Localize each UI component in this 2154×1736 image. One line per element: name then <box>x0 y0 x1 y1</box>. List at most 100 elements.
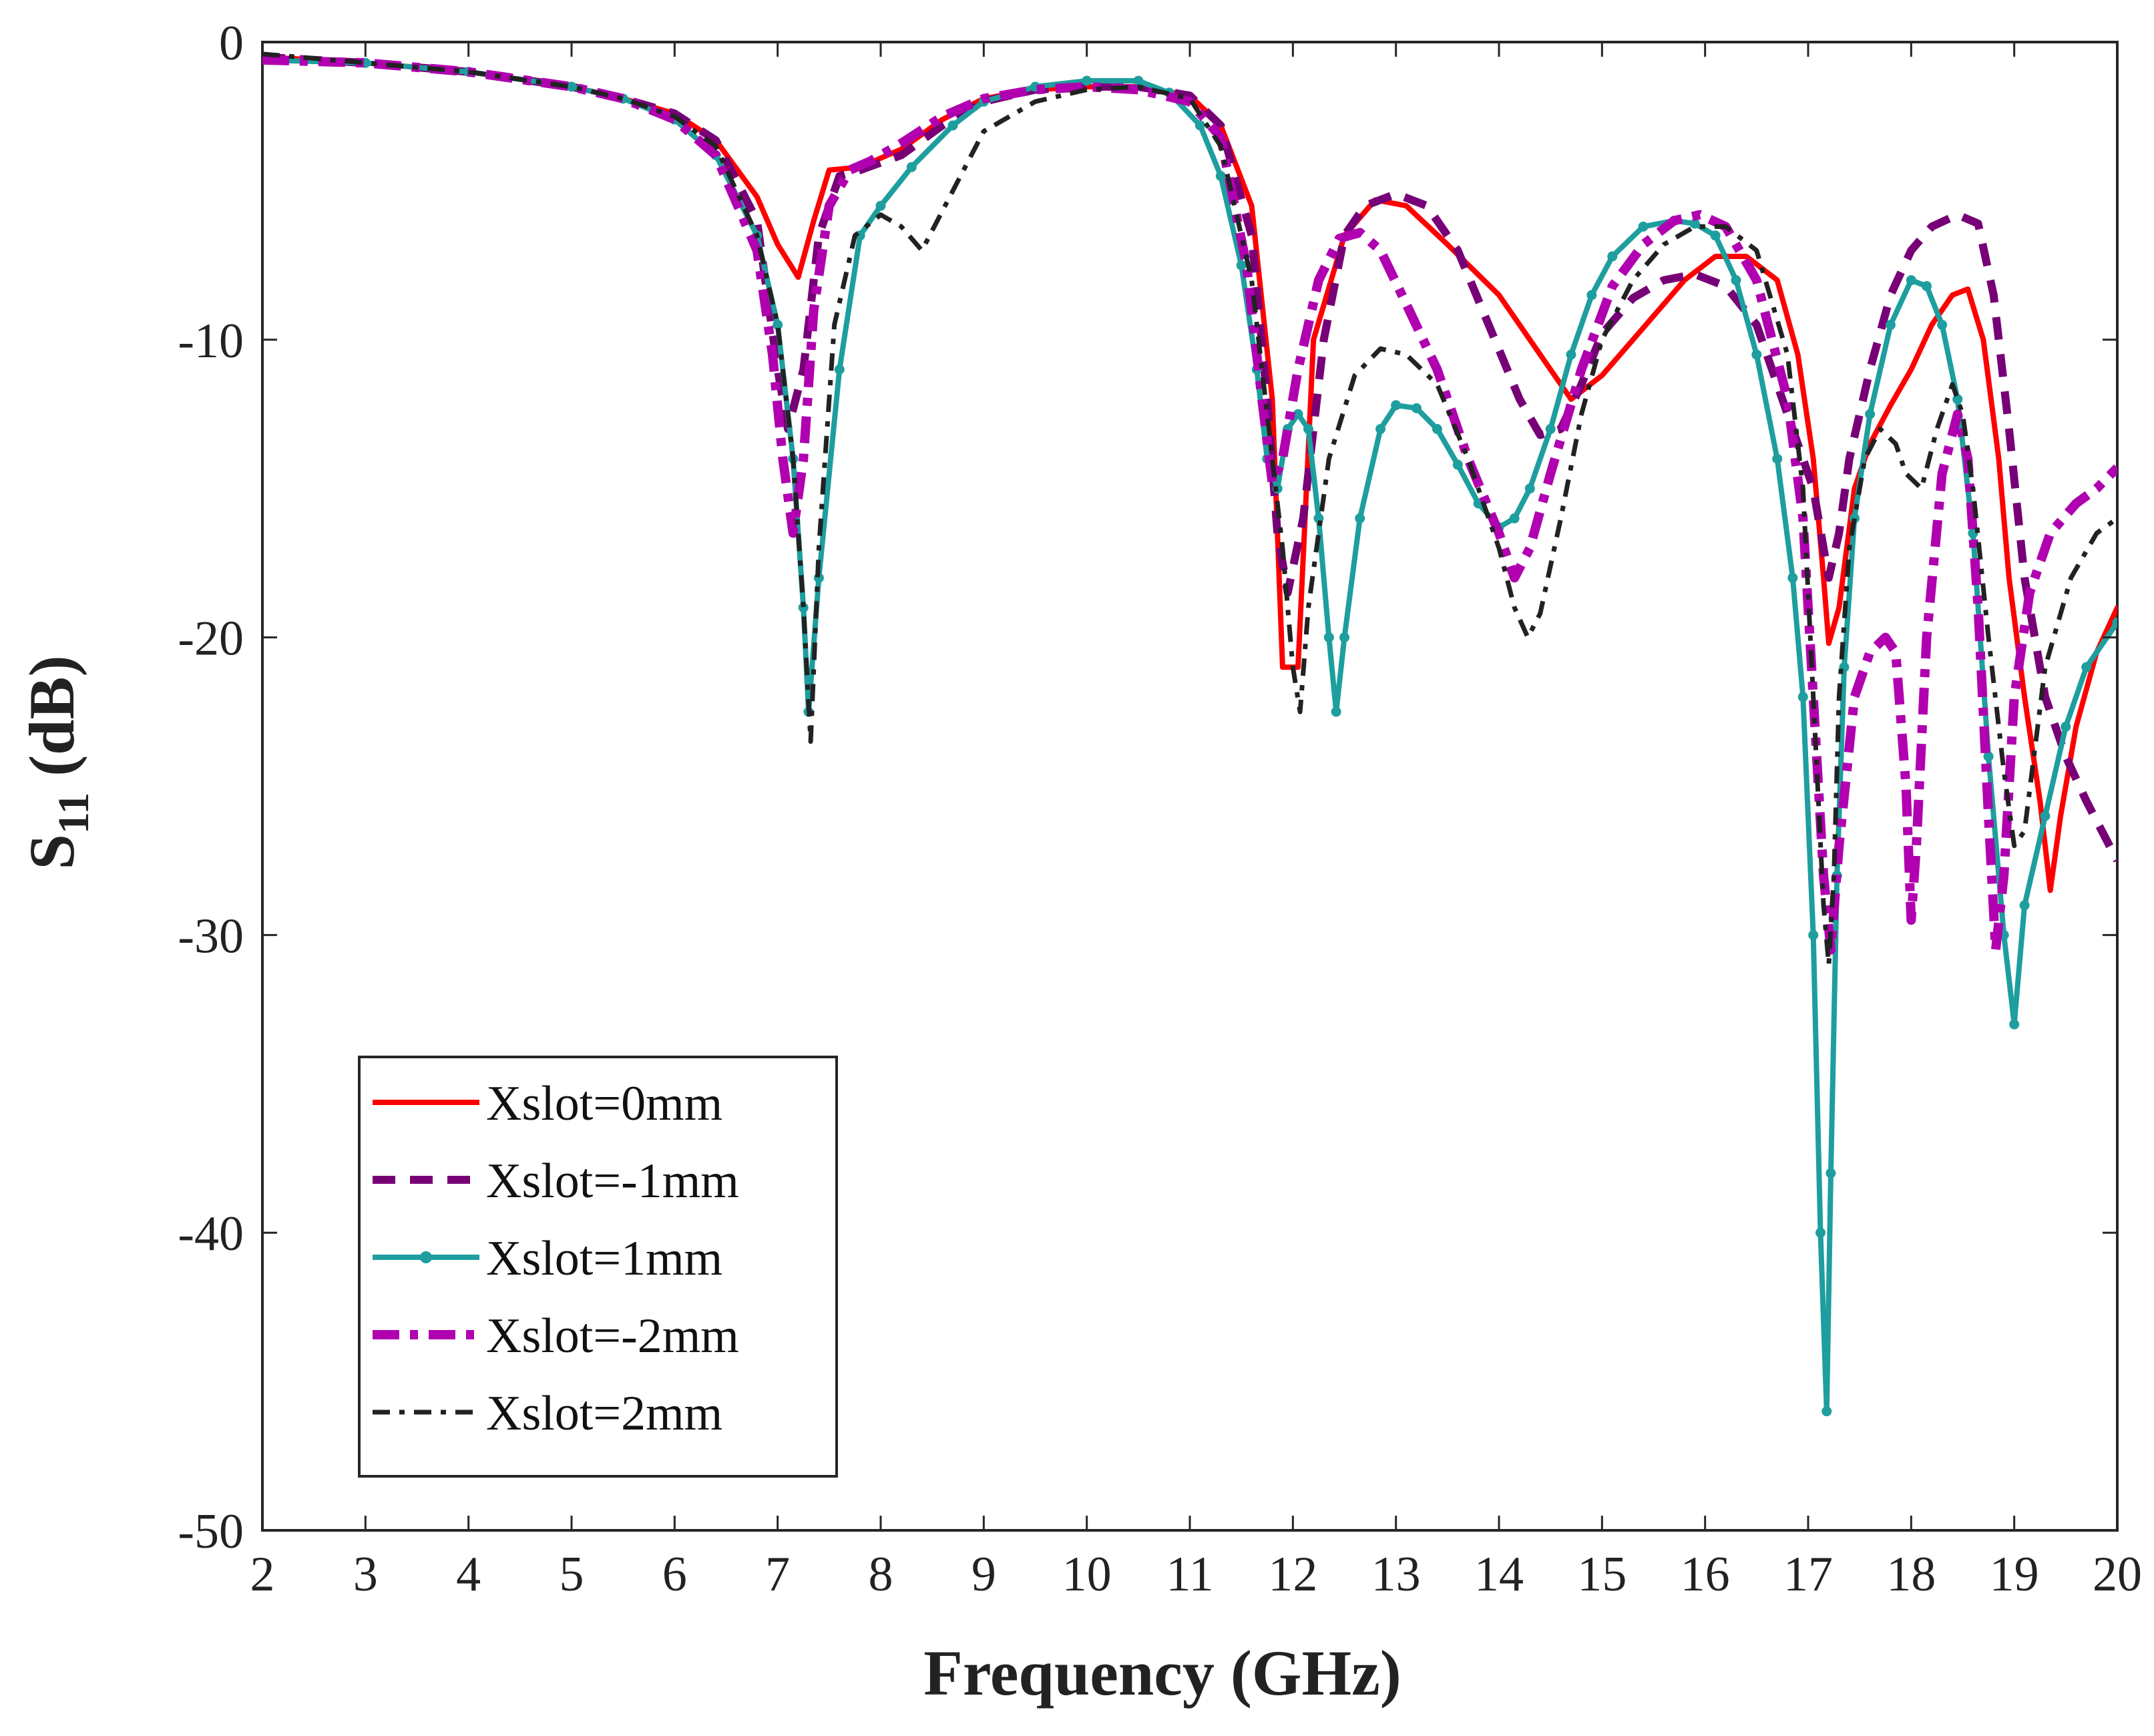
legend-label: Xslot=0mm <box>486 1076 722 1131</box>
legend-entry: Xslot=-1mm <box>373 1154 739 1209</box>
y-axis-title: S11 (dB) <box>16 655 98 869</box>
series-point <box>1797 692 1808 702</box>
legend-entry: Xslot=0mm <box>373 1076 722 1131</box>
series-line <box>262 53 2117 863</box>
series-point <box>1375 424 1386 435</box>
y-tick-labels: 0 -10 -20 -30 -40 -50 <box>178 16 244 1559</box>
series-layer <box>262 51 2117 1417</box>
x-tick-label: 13 <box>1371 1547 1421 1602</box>
series-point <box>1885 320 1896 331</box>
series-point <box>1133 75 1144 86</box>
series-point <box>2112 617 2117 628</box>
series-point <box>1638 221 1649 232</box>
series-point <box>1323 632 1334 643</box>
series-point <box>1355 513 1365 523</box>
series-point <box>1906 275 1916 286</box>
series-point <box>1391 400 1402 411</box>
series-point <box>2081 662 2092 672</box>
y-tick-label: -30 <box>178 909 244 963</box>
series-5 <box>262 51 2117 967</box>
series-point <box>1808 929 1819 940</box>
x-tick-label: 4 <box>456 1547 481 1602</box>
x-tick-label: 16 <box>1681 1547 1730 1602</box>
x-tick-label: 17 <box>1783 1547 1833 1602</box>
x-tick-label: 11 <box>1166 1547 1213 1602</box>
series-point <box>1524 483 1535 494</box>
x-tick-label: 5 <box>560 1547 584 1602</box>
series-point <box>1215 171 1226 182</box>
series-point <box>1432 424 1442 435</box>
legend: Xslot=0mm Xslot=-1mm Xslot=1mm Xslot=-2mm Xs… <box>358 1056 838 1478</box>
legend-label: Xslot=2mm <box>486 1386 722 1441</box>
legend-label: Xslot=1mm <box>486 1231 722 1286</box>
x-tick-label: 10 <box>1062 1547 1112 1602</box>
series-point <box>1331 706 1341 717</box>
series-line <box>262 54 2117 893</box>
legend-marker <box>420 1251 432 1263</box>
series-point <box>1412 403 1422 413</box>
series-point <box>1815 1227 1826 1238</box>
series-point <box>1509 513 1520 523</box>
y-axis-title-subscript: 11 <box>49 793 98 834</box>
series-point <box>1195 120 1205 131</box>
series-point <box>2061 721 2071 732</box>
legend-label: Xslot=-1mm <box>486 1154 739 1209</box>
legend-label: Xslot=-2mm <box>486 1309 739 1363</box>
series-point <box>1545 424 1556 435</box>
y-tick-label: -20 <box>178 612 244 666</box>
y-tick-label: -50 <box>178 1504 244 1559</box>
series-point <box>1825 1168 1836 1178</box>
series-line <box>262 55 2117 955</box>
series-point <box>1607 251 1618 262</box>
series-point <box>2019 900 2030 911</box>
x-tick-label: 14 <box>1474 1547 1524 1602</box>
series-line <box>262 51 2117 967</box>
series-point <box>1236 260 1247 270</box>
series-point <box>1865 409 1876 419</box>
series-point <box>1731 275 1741 286</box>
series-point <box>1586 290 1597 300</box>
legend-entry: Xslot=1mm <box>373 1231 722 1286</box>
x-tick-label: 15 <box>1577 1547 1627 1602</box>
series-point <box>1821 1406 1832 1417</box>
x-tick-label: 7 <box>765 1547 790 1602</box>
y-tick-label: -40 <box>178 1207 244 1261</box>
axis-ticks <box>261 41 2119 1532</box>
series-point <box>1937 320 1948 331</box>
x-tick-labels: 2 3 4 5 6 7 8 9 10 11 12 13 14 15 16 17 18 19 20 <box>250 1547 2143 1602</box>
series-point <box>1303 424 1313 435</box>
legend-entry: Xslot=-2mm <box>373 1309 739 1363</box>
series-point <box>906 162 917 172</box>
x-axis-title: Frequency (GHz) <box>923 1637 1401 1709</box>
series-point <box>947 120 958 131</box>
series-point <box>1751 349 1762 360</box>
series-point <box>1772 453 1783 464</box>
x-tick-label: 19 <box>1990 1547 2039 1602</box>
series-point <box>1983 751 1994 762</box>
series-point <box>834 364 845 375</box>
y-tick-label: -10 <box>178 314 244 369</box>
series-point <box>1921 281 1932 292</box>
x-tick-label: 6 <box>662 1547 687 1602</box>
series-4 <box>262 55 2117 955</box>
series-point <box>1787 572 1798 583</box>
legend-box <box>358 1056 838 1478</box>
series-point <box>1082 75 1092 86</box>
y-tick-label: 0 <box>219 16 244 71</box>
series-point <box>2040 811 2051 821</box>
series-point <box>2009 1019 2020 1030</box>
y-axis-title-main: S <box>16 834 87 869</box>
x-tick-label: 2 <box>250 1547 275 1602</box>
series-1 <box>262 54 2117 893</box>
series-point <box>1452 459 1463 470</box>
series-point <box>1710 230 1721 241</box>
legend-entry: Xslot=2mm <box>373 1386 722 1441</box>
series-point <box>875 200 886 211</box>
series-2 <box>262 53 2117 863</box>
x-tick-label: 18 <box>1886 1547 1936 1602</box>
x-tick-label: 9 <box>972 1547 996 1602</box>
y-axis-title-tail: (dB) <box>16 655 87 792</box>
x-tick-label: 8 <box>869 1547 893 1602</box>
x-tick-label: 12 <box>1268 1547 1317 1602</box>
